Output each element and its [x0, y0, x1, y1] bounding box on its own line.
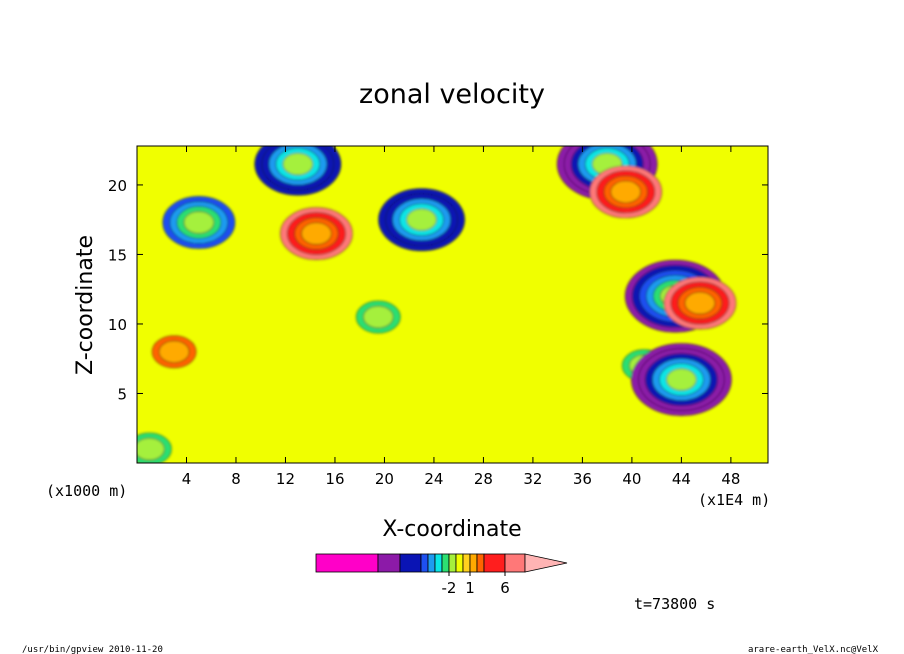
colorbar-segment: [504, 553, 526, 573]
colorbar-label: -2: [442, 579, 457, 597]
x-tick-label: 4: [182, 470, 192, 488]
y-tick-label: 5: [117, 385, 127, 403]
y-tick-label: 10: [108, 316, 127, 334]
x-unit-right: (x1E4 m): [698, 491, 770, 509]
x-tick-label: 36: [573, 470, 592, 488]
contour-blob: [183, 211, 215, 234]
contour-blob: [406, 208, 437, 231]
colorbar-extension: [524, 553, 568, 573]
colorbar-segment: [315, 553, 379, 573]
colorbar-segment: [427, 553, 436, 573]
contour-blob: [158, 340, 190, 364]
colorbar-segment: [455, 553, 464, 573]
contour-field: [137, 146, 737, 463]
colorbar-segment: [377, 553, 401, 573]
x-tick-label: 8: [231, 470, 241, 488]
x-tick-label: 48: [721, 470, 740, 488]
contour-blob: [282, 152, 314, 176]
x-unit-left: (x1000 m): [46, 482, 127, 500]
chart-title: zonal velocity: [359, 79, 545, 110]
contour-blob: [666, 368, 697, 391]
contour-blob: [301, 222, 332, 245]
colorbar-segment: [441, 553, 450, 573]
contour-blob: [137, 437, 165, 461]
colorbar-segment: [420, 553, 429, 573]
y-axis-label: Z-coordinate: [73, 235, 98, 375]
contour-blob: [362, 305, 394, 329]
x-tick-label: 40: [622, 470, 641, 488]
colorbar-label: 6: [500, 579, 510, 597]
footer-right: arare-earth_VelX.nc@VelX: [748, 645, 879, 654]
plot-frame: [136, 145, 769, 464]
y-tick-label: 20: [108, 177, 127, 195]
y-axis-ticks: 5 10 15 20: [108, 177, 768, 403]
colorbar-segment: [462, 553, 471, 573]
colorbar-segment: [476, 553, 485, 573]
colorbar: -2 1 6: [315, 553, 568, 597]
x-tick-label: 28: [474, 470, 493, 488]
time-label: t=73800 s: [634, 595, 715, 613]
colorbar-segment: [469, 553, 478, 573]
x-tick-label: 20: [375, 470, 394, 488]
colorbar-segment: [399, 553, 422, 573]
contour-blob: [610, 180, 642, 204]
x-tick-label: 24: [424, 470, 443, 488]
colorbar-segment: [448, 553, 457, 573]
x-tick-label: 32: [523, 470, 542, 488]
x-tick-label: 16: [325, 470, 344, 488]
x-tick-label: 12: [276, 470, 295, 488]
colorbar-segment: [434, 553, 443, 573]
colorbar-label: 1: [465, 579, 475, 597]
x-axis-label: X-coordinate: [382, 517, 521, 542]
x-axis-ticks: 4 8 12 16 20 24 28 32 36 40 44 48: [182, 146, 740, 488]
colorbar-segment: [483, 553, 506, 573]
x-tick-label: 44: [672, 470, 691, 488]
y-tick-label: 15: [108, 246, 127, 264]
contour-blob: [684, 291, 716, 315]
footer-left: /usr/bin/gpview 2010-11-20: [22, 645, 163, 654]
